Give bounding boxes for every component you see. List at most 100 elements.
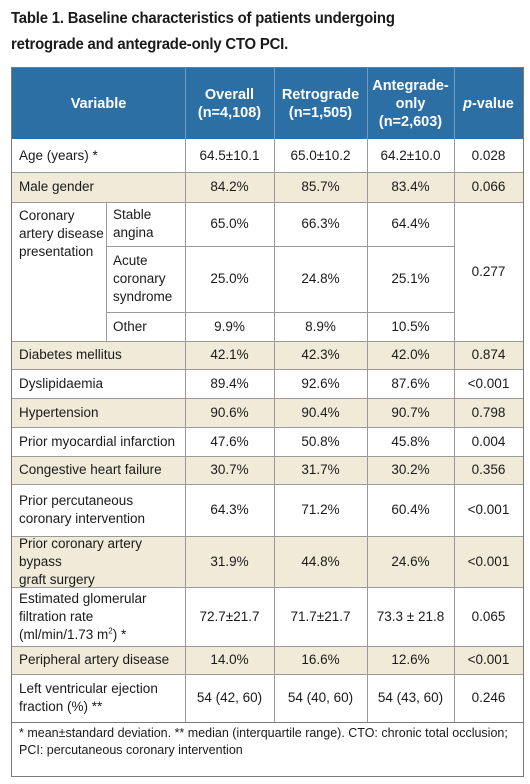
row-label: Estimated glomerular filtration rate (ml… — [12, 587, 185, 646]
row-label: Diabetes mellitus — [19, 347, 122, 362]
row-band — [12, 536, 523, 587]
cell-antegrade: 64.2±10.0 — [380, 147, 441, 163]
cell-overall: 72.7±21.7 — [199, 608, 260, 624]
cell-retrograde: 44.8% — [301, 553, 340, 569]
row-label: Prior percutaneous coronary intervention — [12, 484, 185, 536]
cell-p-value: 0.246 — [471, 690, 506, 705]
cell-retrograde: 92.6% — [301, 375, 340, 391]
row-label-part: (ml/min/1.73 m — [19, 626, 109, 642]
caption-line-2: retrograde and antegrade-only CTO PCI. — [11, 36, 289, 53]
footnote-line: * mean±standard deviation. ** median (in… — [19, 726, 508, 740]
header-divider — [367, 68, 368, 139]
row-label: Peripheral artery disease — [19, 652, 170, 667]
row-divider — [12, 341, 523, 342]
column-divider — [185, 139, 186, 722]
row-divider — [12, 202, 523, 203]
row-label: Hypertension — [19, 404, 99, 420]
row-band — [12, 646, 523, 674]
row-band — [12, 341, 523, 369]
cell-retrograde: 16.6% — [301, 652, 340, 667]
cell-p-value: <0.001 — [467, 553, 510, 569]
cell-p-value: <0.001 — [467, 502, 510, 517]
cad-sub-label-line: syndrome — [113, 289, 173, 304]
cell-retrograde: 50.8% — [301, 433, 340, 449]
header-variable: Variable — [12, 68, 185, 139]
header-divider — [185, 68, 186, 139]
footnote-line: PCI: percutaneous coronary intervention — [19, 743, 243, 757]
header-retrograde-n: (n=1,505) — [288, 104, 353, 121]
row-divider — [12, 398, 523, 399]
cell-p-value: 0.798 — [471, 404, 506, 420]
cell-antegrade: 83.4% — [391, 179, 430, 194]
cad-sub-label: Other — [113, 318, 147, 334]
row-divider — [12, 172, 523, 173]
row-divider — [106, 312, 454, 313]
cell-p-value: 0.356 — [471, 462, 506, 477]
row-divider — [12, 674, 523, 675]
header-divider — [274, 68, 275, 139]
row-label-line: Estimated glomerular — [19, 590, 147, 606]
row-divider — [12, 646, 523, 647]
row-divider — [12, 456, 523, 457]
row-label-line: Prior percutaneous — [19, 493, 134, 508]
cell-retrograde: 54 (40, 60) — [287, 690, 354, 705]
row-label: Prior coronary artery bypass graft surge… — [12, 536, 185, 587]
header-antegrade: Antegrade- only (n=2,603) — [367, 68, 454, 139]
row-label-line: fraction (%) ** — [19, 699, 103, 714]
cell-retrograde: 31.7% — [301, 462, 340, 477]
superscript: 2 — [108, 626, 113, 635]
header-overall-n: (n=4,108) — [197, 104, 262, 121]
cell-retrograde: 90.4% — [301, 404, 340, 420]
cell-overall: 84.2% — [210, 179, 249, 194]
row-label: Prior myocardial infarction — [19, 433, 176, 449]
cad-sub-label-line: Acute — [113, 253, 148, 268]
row-divider — [12, 587, 523, 588]
cell-retrograde: 24.8% — [301, 271, 340, 286]
header-variable-text: Variable — [70, 95, 127, 112]
row-label: Dyslipidaemia — [19, 375, 104, 391]
header-antegrade-n: (n=2,603) — [378, 113, 443, 130]
cell-retrograde: 71.2% — [301, 502, 340, 517]
cell-overall: 65.0% — [210, 216, 249, 231]
header-p-italic: p — [463, 95, 472, 112]
row-label-line: Prior coronary artery bypass — [19, 535, 143, 569]
cell-p-value: 0.874 — [471, 347, 506, 362]
row-label: Age (years) * — [19, 147, 98, 163]
header-antegrade-label-2: only — [395, 95, 426, 112]
cad-label-line: Coronary — [19, 208, 75, 223]
cell-overall: 30.7% — [210, 462, 249, 477]
cell-antegrade: 87.6% — [391, 375, 430, 391]
cell-antegrade: 90.7% — [391, 404, 430, 420]
header-retrograde: Retrograde (n=1,505) — [274, 68, 367, 139]
cell-overall: 64.3% — [210, 502, 249, 517]
cell-antegrade: 24.6% — [391, 553, 430, 569]
row-divider — [12, 722, 523, 723]
cad-sub-label-line: angina — [113, 225, 154, 240]
cad-sub-label: Stable angina — [106, 202, 185, 246]
cell-antegrade: 73.3 ± 21.8 — [376, 608, 445, 624]
row-divider — [12, 427, 523, 428]
cell-overall: 42.1% — [210, 347, 249, 362]
cell-antegrade: 30.2% — [391, 462, 430, 477]
header-p-value: p-value — [454, 68, 523, 139]
cell-retrograde: 85.7% — [301, 179, 340, 194]
cell-antegrade: 10.5% — [391, 318, 430, 334]
row-band — [12, 172, 523, 202]
table-footnote: * mean±standard deviation. ** median (in… — [19, 725, 519, 759]
caption-line-1: Table 1. Baseline characteristics of pat… — [11, 10, 395, 27]
cad-sub-label: Acute coronary syndrome — [106, 246, 185, 312]
row-label-line: graft surgery — [19, 571, 95, 587]
cell-antegrade: 54 (43, 60) — [377, 690, 444, 705]
row-label-line: Left ventricular ejection — [19, 681, 158, 696]
row-band — [12, 456, 523, 484]
cad-label-line: presentation — [19, 244, 94, 259]
cell-p-value: 0.028 — [471, 147, 506, 163]
row-label: Congestive heart failure — [19, 462, 162, 477]
cell-overall: 54 (42, 60) — [196, 690, 263, 705]
cell-overall: 31.9% — [210, 553, 249, 569]
cell-p-value: 0.066 — [471, 179, 506, 194]
table-caption: Table 1. Baseline characteristics of pat… — [11, 6, 481, 58]
cell-overall: 90.6% — [210, 404, 249, 420]
cell-overall: 47.6% — [210, 433, 249, 449]
cell-overall: 89.4% — [210, 375, 249, 391]
